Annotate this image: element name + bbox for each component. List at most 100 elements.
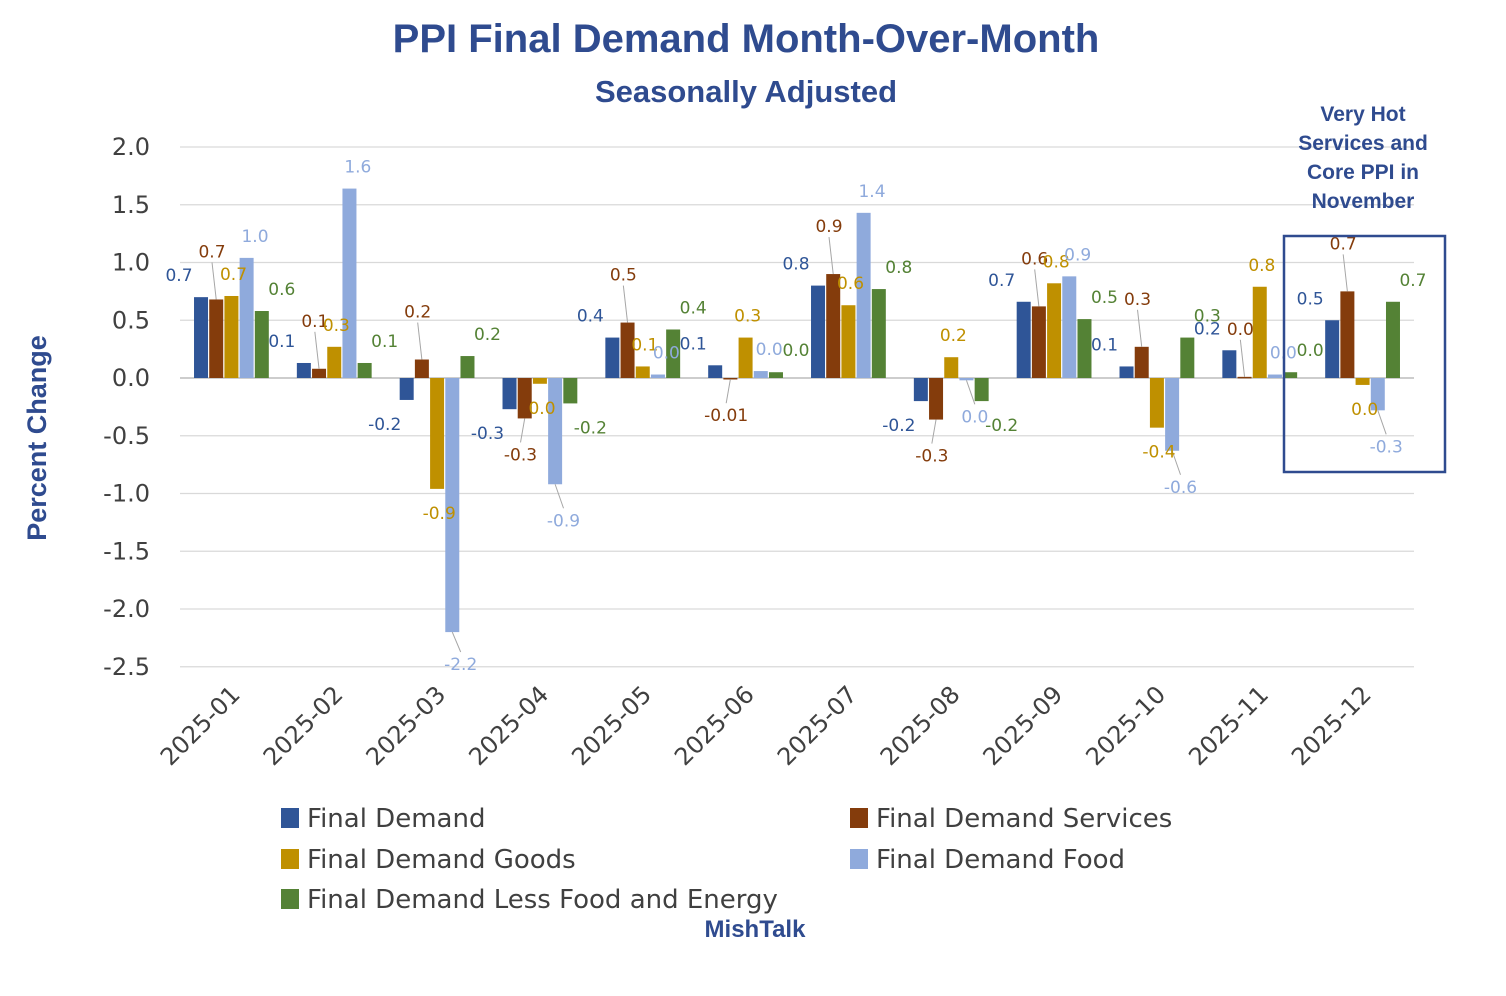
bar [1355,378,1370,385]
bar [871,289,886,378]
data-label: -2.2 [444,655,477,675]
bar [1077,319,1092,378]
y-tick-label: -2.0 [103,595,150,623]
legend-swatch-final-demand-food [850,849,868,869]
x-tick-label: 2025-08 [875,680,966,771]
data-label: 1.0 [241,227,268,247]
annotation-line-4: November [1312,190,1415,213]
bar [1165,378,1180,451]
legend-final-demand-goods: Final Demand Goods [307,845,576,875]
x-tick-label: 2025-01 [155,680,246,771]
x-tick-label: 2025-03 [361,680,452,771]
leader-line [965,380,976,405]
bar [1016,301,1031,378]
annotation-box [1282,234,1447,474]
data-label: 0.7 [220,265,247,285]
data-label: 0.3 [1124,290,1151,310]
y-tick-label: 1.0 [112,249,150,277]
bar [327,346,342,378]
bar [548,378,563,485]
bar [753,371,768,378]
chart-subtitle: Seasonally Adjusted [595,74,897,109]
bar [1370,378,1385,411]
leader-lines [211,236,1387,653]
bar [605,337,620,378]
bars [194,188,1400,633]
x-tick-label: 2025-06 [669,680,760,771]
data-label: -0.2 [985,416,1018,436]
x-tick-label: 2025-05 [566,680,657,771]
bar [768,372,783,378]
data-label: 0.0 [1227,320,1254,340]
x-tick-label: 2025-09 [978,680,1069,771]
y-tick-label: 0.5 [112,306,150,334]
data-label: 0.2 [474,325,501,345]
y-axis-label: Percent Change [22,335,52,541]
bar [399,378,414,400]
annotation-line-1: Very Hot [1320,103,1405,126]
bar [1031,306,1046,378]
leader-line [451,631,462,653]
data-label: 0.8 [885,258,912,278]
data-label: 0.2 [404,303,431,323]
data-label: 1.4 [858,182,885,202]
bar [414,359,429,378]
bar [666,329,681,378]
y-tick-label: -1.0 [103,480,150,508]
data-label: -0.01 [704,406,748,426]
bar [1149,378,1164,428]
data-label: 0.6 [1021,249,1048,269]
bar [635,366,650,378]
bar [1180,337,1195,378]
data-label: 0.0 [961,407,988,427]
data-label: -0.3 [504,445,537,465]
data-label: -0.2 [882,416,915,436]
data-label: -0.6 [1164,478,1197,498]
data-label: -0.4 [1142,443,1175,463]
bar [312,368,327,378]
x-axis-ticks: 2025-01 2025-02 2025-03 2025-04 2025-05 2025-… [155,680,1377,771]
leader-line [1171,450,1181,475]
data-label: 0.8 [1248,256,1275,276]
credit-mishtalk: MishTalk [705,916,807,943]
data-label: 0.7 [1330,234,1357,254]
data-label: 0.7 [1399,271,1426,291]
x-tick-label: 2025-12 [1286,680,1377,771]
data-label: -0.9 [423,504,456,524]
leader-line [1342,254,1348,292]
data-label: 0.5 [1091,288,1118,308]
bar [620,322,635,378]
bar [959,378,974,381]
y-tick-label: -0.5 [103,422,150,450]
data-label: 0.2 [1194,319,1221,339]
leader-line [1137,309,1143,347]
bar [738,337,753,378]
data-label: -0.3 [1370,437,1403,457]
bar [563,378,578,404]
bar [929,378,944,420]
data-label: -0.2 [574,418,607,438]
data-label: 1.6 [344,158,371,178]
y-tick-label: 1.5 [112,191,150,219]
bar [224,295,239,378]
bar [944,357,959,378]
data-label: 0.9 [1064,245,1091,265]
bar [1119,366,1134,378]
data-label: 0.7 [165,266,192,286]
data-label: 0.1 [371,332,398,352]
data-label: 0.1 [268,332,295,352]
leader-line [314,331,320,369]
bar [430,378,445,489]
data-label: 0.0 [1297,341,1324,361]
leader-line [931,419,937,444]
legend-swatch-final-demand-goods [281,849,299,869]
y-tick-label: 0.0 [112,364,150,392]
data-label: 0.1 [631,335,658,355]
data-label: 0.0 [1351,400,1378,420]
leader-line [211,262,217,300]
bar [357,362,372,378]
chart-title: PPI Final Demand Month-Over-Month [393,17,1100,61]
annotation-line-2: Services and [1298,132,1428,155]
leader-line [520,418,526,443]
